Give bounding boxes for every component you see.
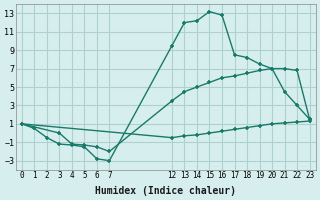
X-axis label: Humidex (Indice chaleur): Humidex (Indice chaleur) [95,186,236,196]
